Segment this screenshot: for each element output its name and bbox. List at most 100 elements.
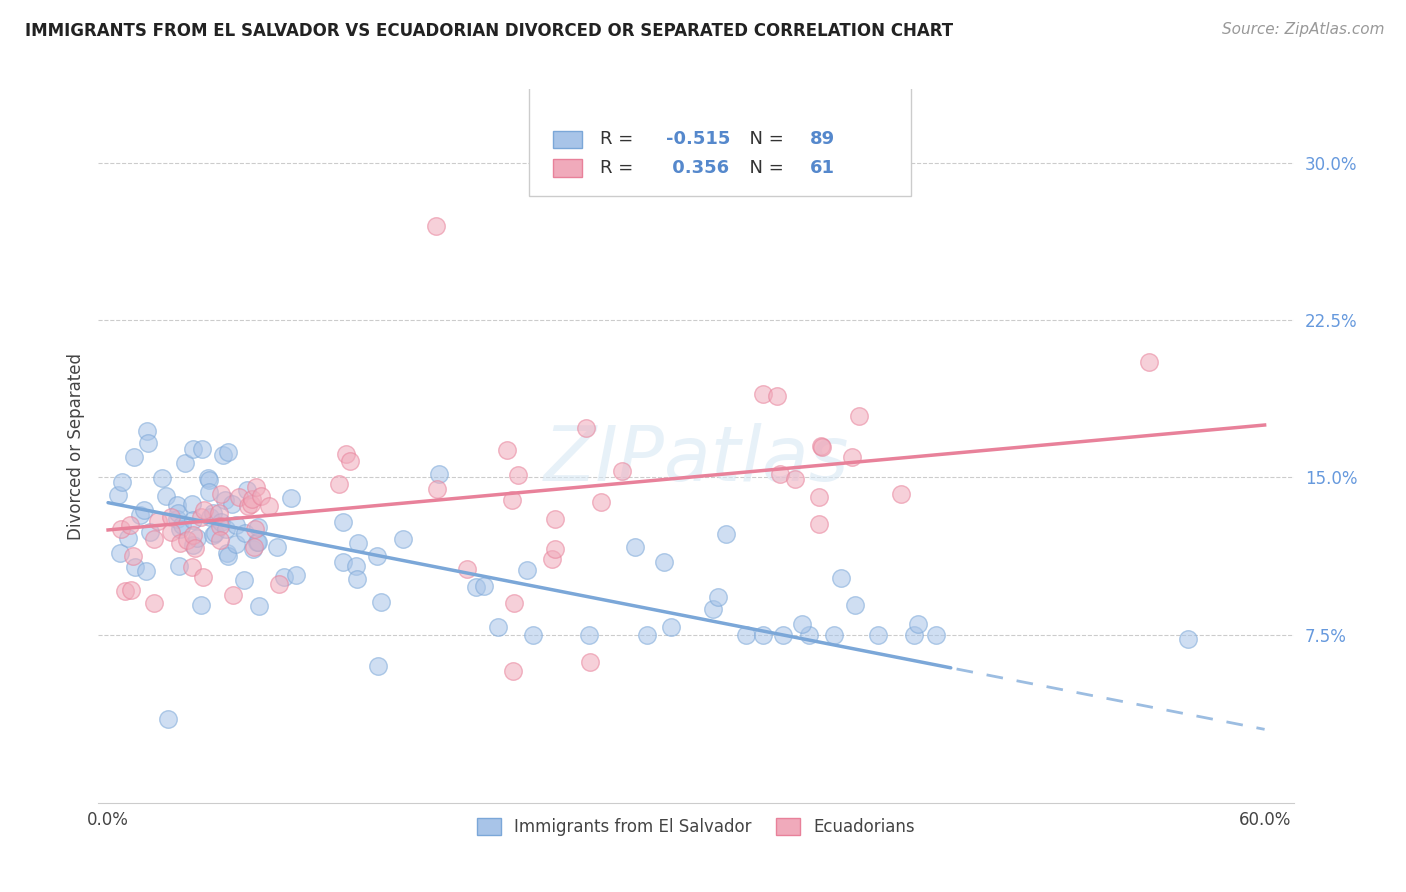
Point [155,490,177,504]
Text: 89: 89 [810,130,835,148]
Point [183,538,205,552]
FancyBboxPatch shape [553,159,582,177]
Point [772,628,794,642]
Point [166,512,188,526]
Point [1137,355,1160,369]
Point [228,490,250,504]
Point [176,533,198,547]
Point [117,531,139,545]
Point [208,533,231,547]
Point [138,436,160,450]
Point [267,577,290,591]
Point [636,628,658,642]
Point [142,533,165,547]
Point [169,536,191,550]
Point [245,480,267,494]
Text: R =: R = [600,159,640,177]
Point [111,475,134,489]
Point [156,712,179,726]
Point [332,515,354,529]
Point [472,579,495,593]
Point [122,450,145,465]
Point [841,450,863,465]
Point [339,454,361,468]
Point [810,440,832,454]
Point [346,535,368,549]
Point [246,535,269,549]
Point [579,655,602,669]
Point [1177,632,1199,646]
Point [335,447,357,461]
Point [807,516,830,531]
Point [661,620,683,634]
Point [166,498,188,512]
Legend: Immigrants from El Salvador, Ecuadorians: Immigrants from El Salvador, Ecuadorians [470,810,922,845]
Point [544,511,567,525]
Text: N =: N = [738,130,789,148]
Point [501,493,523,508]
Point [578,628,600,642]
Point [247,520,270,534]
Point [456,562,478,576]
Point [150,470,173,484]
Text: ZIPatlas: ZIPatlas [543,424,849,497]
Point [193,503,215,517]
Point [702,602,724,616]
Point [284,568,307,582]
Point [465,580,488,594]
Point [238,499,260,513]
Point [215,546,238,560]
Point [217,445,239,459]
Point [612,464,634,478]
Point [110,522,132,536]
Point [925,628,948,642]
Point [181,497,204,511]
Point [392,532,415,546]
Point [426,483,449,497]
Point [209,516,232,530]
Point [823,628,845,642]
Point [160,524,183,539]
Point [240,497,263,511]
Point [830,571,852,585]
Point [516,563,538,577]
Point [346,572,368,586]
Point [575,421,598,435]
Point [169,522,191,536]
Point [243,522,266,536]
Point [201,506,224,520]
Point [114,584,136,599]
Point [790,617,813,632]
Point [201,528,224,542]
Point [808,491,831,505]
Point [236,483,259,497]
Point [160,510,183,524]
Point [734,628,756,642]
Point [907,617,929,632]
Text: Source: ZipAtlas.com: Source: ZipAtlas.com [1222,22,1385,37]
Point [243,540,266,554]
Point [132,503,155,517]
Point [425,219,447,233]
Point [503,596,526,610]
Point [540,551,562,566]
Point [273,569,295,583]
Point [181,527,204,541]
Point [120,582,142,597]
Point [135,565,157,579]
Point [496,443,519,458]
Point [197,471,219,485]
Point [215,522,238,536]
Point [591,495,613,509]
Point [191,570,214,584]
Point [183,541,205,555]
Point [257,499,280,513]
Point [866,628,889,642]
Point [222,589,245,603]
Point [844,598,866,612]
Point [242,542,264,557]
Point [768,467,790,481]
Point [785,472,807,486]
Point [890,486,912,500]
Point [169,559,191,574]
